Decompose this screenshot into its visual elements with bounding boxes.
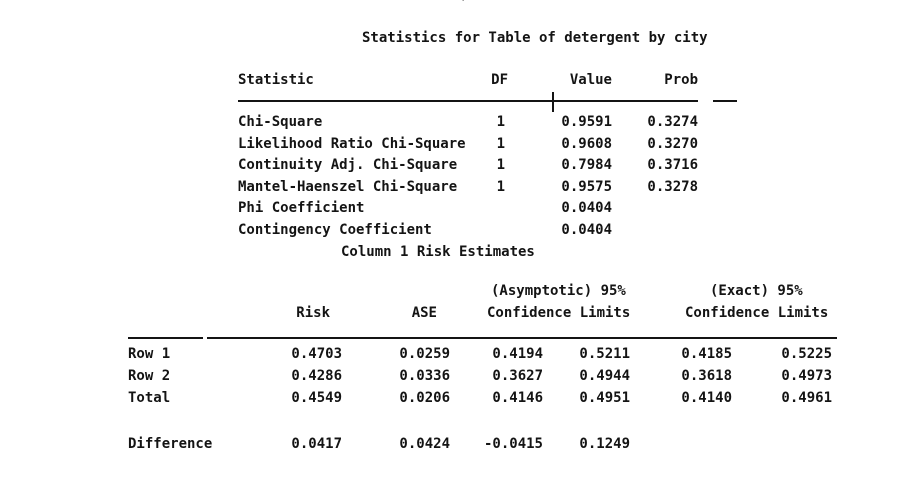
risk-table-header-row: Risk ASE Confidence Limits Confidence Li…: [0, 305, 914, 322]
cell-exact-upper: 0.4973: [781, 368, 832, 384]
risk-table-row: Total 0.4549 0.0206 0.4146 0.4951 0.4140…: [0, 390, 914, 407]
cell-df: 1: [496, 179, 505, 195]
cell-df: 1: [496, 136, 505, 152]
cell-statistic: Likelihood Ratio Chi-Square: [238, 136, 466, 152]
cell-prob: 0.3716: [647, 157, 698, 173]
risk-table-row: Row 2 0.4286 0.0336 0.3627 0.4944 0.3618…: [0, 368, 914, 385]
cell-statistic: Phi Coefficient: [238, 200, 365, 216]
cell-statistic: Mantel-Haenszel Chi-Square: [238, 179, 458, 195]
cell-ase: 0.0206: [399, 390, 450, 406]
cell-statistic: Contingency Coefficient: [238, 222, 432, 238]
cell-risk: 0.0417: [291, 436, 342, 452]
cell-value: 0.7984: [561, 157, 612, 173]
cell-exact-upper: 0.4961: [781, 390, 832, 406]
cell-df: 1: [496, 114, 505, 130]
cell-value: 0.0404: [561, 200, 612, 216]
cell-prob: 0.3274: [647, 114, 698, 130]
cell-value: 0.9575: [561, 179, 612, 195]
cell-ase: 0.0424: [399, 436, 450, 452]
confidence-limits-asymptotic-header: Confidence Limits: [487, 305, 631, 321]
cell-asymp-lower: 0.4194: [492, 346, 543, 362]
stats-table-row: Mantel-Haenszel Chi-Square 1 0.9575 0.32…: [0, 179, 914, 196]
stats-table-row: Chi-Square 1 0.9591 0.3274: [0, 114, 914, 131]
cell-asymp-upper: 0.4951: [579, 390, 630, 406]
risk-header-rule-segment: [128, 337, 203, 339]
cell-risk: 0.4549: [291, 390, 342, 406]
cell-asymp-lower: -0.0415: [483, 436, 543, 452]
cell-prob: 0.3278: [647, 179, 698, 195]
cell-row-label: Row 1: [128, 346, 171, 362]
risk-table-difference-row: Difference 0.0417 0.0424 -0.0415 0.1249: [0, 436, 914, 453]
risk-table-row: Row 1 0.4703 0.0259 0.4194 0.5211 0.4185…: [0, 346, 914, 363]
cell-asymp-upper: 0.4944: [579, 368, 630, 384]
cell-value: 0.9591: [561, 114, 612, 130]
cell-asymp-lower: 0.4146: [492, 390, 543, 406]
cell-exact-lower: 0.4140: [681, 390, 732, 406]
cell-exact-upper: 0.5225: [781, 346, 832, 362]
stats-table-row: Phi Coefficient 0.0404: [0, 200, 914, 217]
stats-header-rule-segment: [713, 100, 737, 102]
col-header-ase: ASE: [411, 305, 437, 321]
cell-asymp-lower: 0.3627: [492, 368, 543, 384]
cell-statistic: Chi-Square: [238, 114, 323, 130]
cell-row-label: Total: [128, 390, 171, 406]
exact-ci-header: (Exact) 95%: [710, 283, 803, 299]
cell-row-label: Difference: [128, 436, 213, 452]
cell-exact-lower: 0.3618: [681, 368, 732, 384]
stats-header-rule: [238, 100, 698, 102]
stats-table-header-row: Statistic DF Value Prob: [0, 72, 914, 89]
stats-table-title: Statistics for Table of detergent by cit…: [362, 30, 708, 46]
cell-row-label: Row 2: [128, 368, 171, 384]
text-cursor: [552, 92, 554, 112]
procedure-title-clipped: The FREQ Procedure: [398, 0, 550, 4]
cell-value: 0.9608: [561, 136, 612, 152]
cell-df: 1: [496, 157, 505, 173]
col-header-value: Value: [569, 72, 612, 88]
stats-table-row: Continuity Adj. Chi-Square 1 0.7984 0.37…: [0, 157, 914, 174]
stats-table-row: Likelihood Ratio Chi-Square 1 0.9608 0.3…: [0, 136, 914, 153]
col-header-df: DF: [491, 72, 508, 88]
confidence-limits-exact-header: Confidence Limits: [685, 305, 829, 321]
col-header-statistic: Statistic: [238, 72, 314, 88]
cell-prob: 0.3270: [647, 136, 698, 152]
asymptotic-ci-header: (Asymptotic) 95%: [491, 283, 626, 299]
risk-header-rule: [207, 337, 837, 339]
cell-asymp-upper: 0.5211: [579, 346, 630, 362]
col-header-prob: Prob: [664, 72, 698, 88]
col-header-risk: Risk: [296, 305, 330, 321]
cell-exact-lower: 0.4185: [681, 346, 732, 362]
cell-ase: 0.0336: [399, 368, 450, 384]
cell-ase: 0.0259: [399, 346, 450, 362]
cell-asymp-upper: 0.1249: [579, 436, 630, 452]
cell-risk: 0.4703: [291, 346, 342, 362]
cell-statistic: Continuity Adj. Chi-Square: [238, 157, 458, 173]
risk-table-group-header-row: (Asymptotic) 95% (Exact) 95%: [0, 283, 914, 300]
cell-risk: 0.4286: [291, 368, 342, 384]
risk-estimates-title: Column 1 Risk Estimates: [341, 244, 535, 260]
cell-value: 0.0404: [561, 222, 612, 238]
stats-table-row: Contingency Coefficient 0.0404: [0, 222, 914, 239]
